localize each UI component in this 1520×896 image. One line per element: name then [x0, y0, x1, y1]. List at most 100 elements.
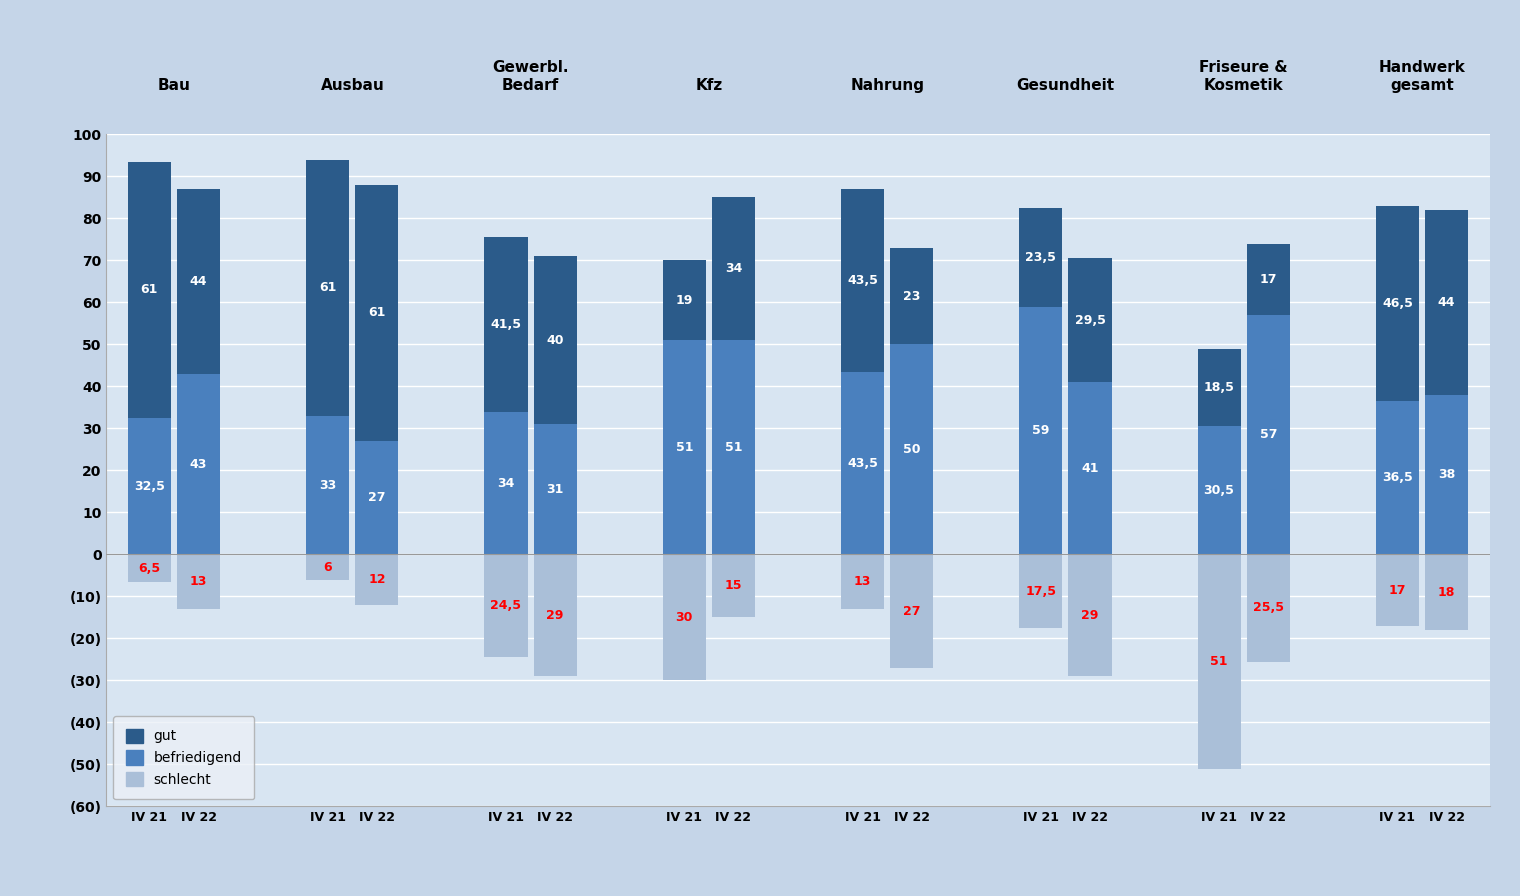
Bar: [128, 161, 170, 418]
Bar: [1020, 555, 1062, 628]
Text: 43,5: 43,5: [847, 457, 879, 470]
Text: 61: 61: [319, 281, 336, 294]
Text: 13: 13: [190, 575, 207, 588]
Bar: [1376, 555, 1418, 625]
Bar: [711, 340, 755, 555]
Bar: [128, 555, 170, 582]
Bar: [1426, 555, 1468, 630]
Text: 27: 27: [903, 605, 921, 617]
Bar: [306, 159, 350, 416]
Text: 57: 57: [1260, 428, 1277, 441]
Text: 29: 29: [547, 608, 564, 622]
Text: Ausbau: Ausbau: [321, 78, 385, 92]
Text: Nahrung: Nahrung: [850, 78, 924, 92]
Text: 41: 41: [1081, 461, 1099, 475]
Bar: [841, 372, 885, 555]
Bar: [841, 189, 885, 372]
Text: 34: 34: [725, 263, 742, 275]
Text: 17: 17: [1260, 272, 1277, 286]
Bar: [1069, 258, 1111, 383]
Bar: [1376, 206, 1418, 401]
Bar: [534, 256, 576, 424]
Bar: [306, 416, 350, 555]
Text: 34: 34: [497, 477, 515, 489]
Text: 44: 44: [190, 275, 207, 288]
Text: 6: 6: [324, 561, 331, 573]
Text: 61: 61: [141, 283, 158, 297]
Bar: [891, 344, 933, 555]
Text: 30: 30: [675, 611, 693, 624]
Text: 19: 19: [675, 294, 693, 306]
Bar: [128, 418, 170, 555]
Text: 44: 44: [1438, 296, 1455, 309]
Bar: [891, 555, 933, 668]
Text: 61: 61: [368, 306, 386, 319]
Text: 17: 17: [1389, 583, 1406, 597]
Text: 46,5: 46,5: [1382, 297, 1412, 310]
Text: Bau: Bau: [158, 78, 190, 92]
Text: 23,5: 23,5: [1026, 251, 1056, 263]
Text: Gesundheit: Gesundheit: [1017, 78, 1114, 92]
Text: 13: 13: [854, 575, 871, 588]
Bar: [485, 237, 527, 411]
Bar: [1198, 555, 1240, 769]
Text: 27: 27: [368, 491, 386, 504]
Bar: [178, 374, 220, 555]
Bar: [663, 261, 705, 340]
Text: 18,5: 18,5: [1204, 381, 1234, 394]
Text: 17,5: 17,5: [1026, 585, 1056, 598]
Bar: [178, 555, 220, 609]
Bar: [356, 555, 398, 605]
Bar: [306, 555, 350, 580]
Text: 50: 50: [903, 443, 921, 456]
Text: 59: 59: [1032, 424, 1049, 437]
Bar: [1020, 208, 1062, 306]
Text: 15: 15: [725, 580, 742, 592]
Bar: [356, 185, 398, 441]
Bar: [1198, 349, 1240, 426]
Text: 12: 12: [368, 573, 386, 586]
Text: 40: 40: [546, 333, 564, 347]
Bar: [711, 555, 755, 617]
Text: 31: 31: [547, 483, 564, 495]
Bar: [356, 441, 398, 555]
Bar: [1246, 244, 1290, 315]
Bar: [178, 189, 220, 374]
Text: 51: 51: [725, 441, 742, 453]
Text: 41,5: 41,5: [491, 318, 521, 331]
Text: 24,5: 24,5: [491, 599, 521, 612]
Text: 51: 51: [675, 441, 693, 453]
Bar: [534, 555, 576, 676]
Bar: [1246, 555, 1290, 661]
Text: 33: 33: [319, 478, 336, 492]
Text: 6,5: 6,5: [138, 562, 161, 574]
Text: 32,5: 32,5: [134, 479, 164, 493]
Bar: [1376, 401, 1418, 555]
Text: 43,5: 43,5: [847, 274, 879, 287]
Text: 36,5: 36,5: [1382, 471, 1412, 484]
Bar: [663, 555, 705, 680]
Text: 29,5: 29,5: [1075, 314, 1105, 327]
Bar: [534, 424, 576, 555]
Text: 29: 29: [1081, 608, 1099, 622]
Bar: [1426, 210, 1468, 395]
Text: Gewerbl.
Bedarf: Gewerbl. Bedarf: [492, 60, 568, 92]
Bar: [1198, 426, 1240, 555]
Legend: gut, befriedigend, schlecht: gut, befriedigend, schlecht: [114, 716, 254, 799]
Bar: [891, 248, 933, 344]
Text: 18: 18: [1438, 586, 1455, 599]
Bar: [1069, 383, 1111, 555]
Text: 51: 51: [1210, 655, 1228, 668]
Bar: [663, 340, 705, 555]
Text: 43: 43: [190, 458, 207, 470]
Bar: [1020, 306, 1062, 555]
Text: 38: 38: [1438, 468, 1455, 481]
Text: Kfz: Kfz: [695, 78, 722, 92]
Bar: [1246, 315, 1290, 555]
Bar: [711, 197, 755, 340]
Bar: [485, 411, 527, 555]
Text: Handwerk
gesamt: Handwerk gesamt: [1379, 60, 1465, 92]
Text: Friseure &
Kosmetik: Friseure & Kosmetik: [1199, 60, 1287, 92]
Bar: [1069, 555, 1111, 676]
Bar: [1426, 395, 1468, 555]
